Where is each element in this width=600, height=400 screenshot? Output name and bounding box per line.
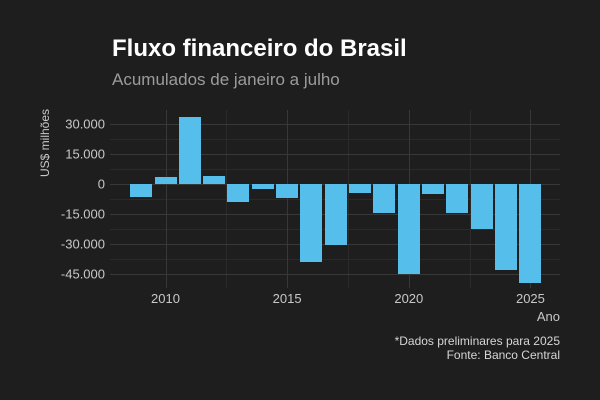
gridline-major-v <box>287 110 289 288</box>
bar-2024 <box>495 184 518 270</box>
x-tick-label: 2015 <box>272 291 302 306</box>
bar-2022 <box>446 184 469 214</box>
bar-2009 <box>130 184 153 197</box>
bar-2020 <box>397 184 420 275</box>
gridline-major-h <box>110 154 560 155</box>
footnote-preliminary: *Dados preliminares para 2025 <box>394 334 560 348</box>
gridline-major-v <box>165 110 167 288</box>
gridline-minor-v <box>226 110 228 288</box>
bar-2019 <box>373 184 396 213</box>
y-tick-label: -15.000 <box>60 206 105 222</box>
gridline-major-h <box>110 274 560 275</box>
gridline-minor-v <box>347 110 349 288</box>
y-tick-label: -30.000 <box>60 236 105 252</box>
x-tick-label: 2025 <box>515 291 545 306</box>
x-axis-title: Ano <box>536 309 560 324</box>
bar-2011 <box>178 117 201 184</box>
chart-subtitle: Acumulados de janeiro a julho <box>112 70 340 89</box>
y-tick-label: 0 <box>97 176 105 192</box>
gridline-minor-h <box>110 259 560 260</box>
bar-2013 <box>227 184 250 202</box>
bar-2010 <box>154 177 177 184</box>
y-axis-title: US$ milhões <box>38 108 52 178</box>
footnote-source: Fonte: Banco Central <box>446 348 560 362</box>
gridline-minor-v <box>469 110 471 288</box>
bar-2016 <box>300 184 323 262</box>
x-tick-label: 2020 <box>394 291 424 306</box>
y-tick-label: 15.000 <box>65 146 105 162</box>
x-tick-label: 2010 <box>151 291 180 306</box>
chart-title: Fluxo financeiro do Brasil <box>112 35 407 62</box>
bar-2012 <box>203 175 226 184</box>
bar-2025 <box>519 184 542 283</box>
bar-2014 <box>251 184 274 190</box>
gridline-minor-h <box>110 139 560 140</box>
gridline-major-h <box>110 124 560 125</box>
bar-2017 <box>324 184 347 245</box>
plot-area <box>110 110 560 288</box>
y-tick-label: 30.000 <box>65 116 105 132</box>
bar-2023 <box>470 184 493 230</box>
gridline-minor-h <box>110 169 560 170</box>
bar-2015 <box>276 184 299 199</box>
bar-2021 <box>422 184 445 195</box>
y-tick-label: -45.000 <box>60 266 105 282</box>
bar-2018 <box>349 184 372 193</box>
